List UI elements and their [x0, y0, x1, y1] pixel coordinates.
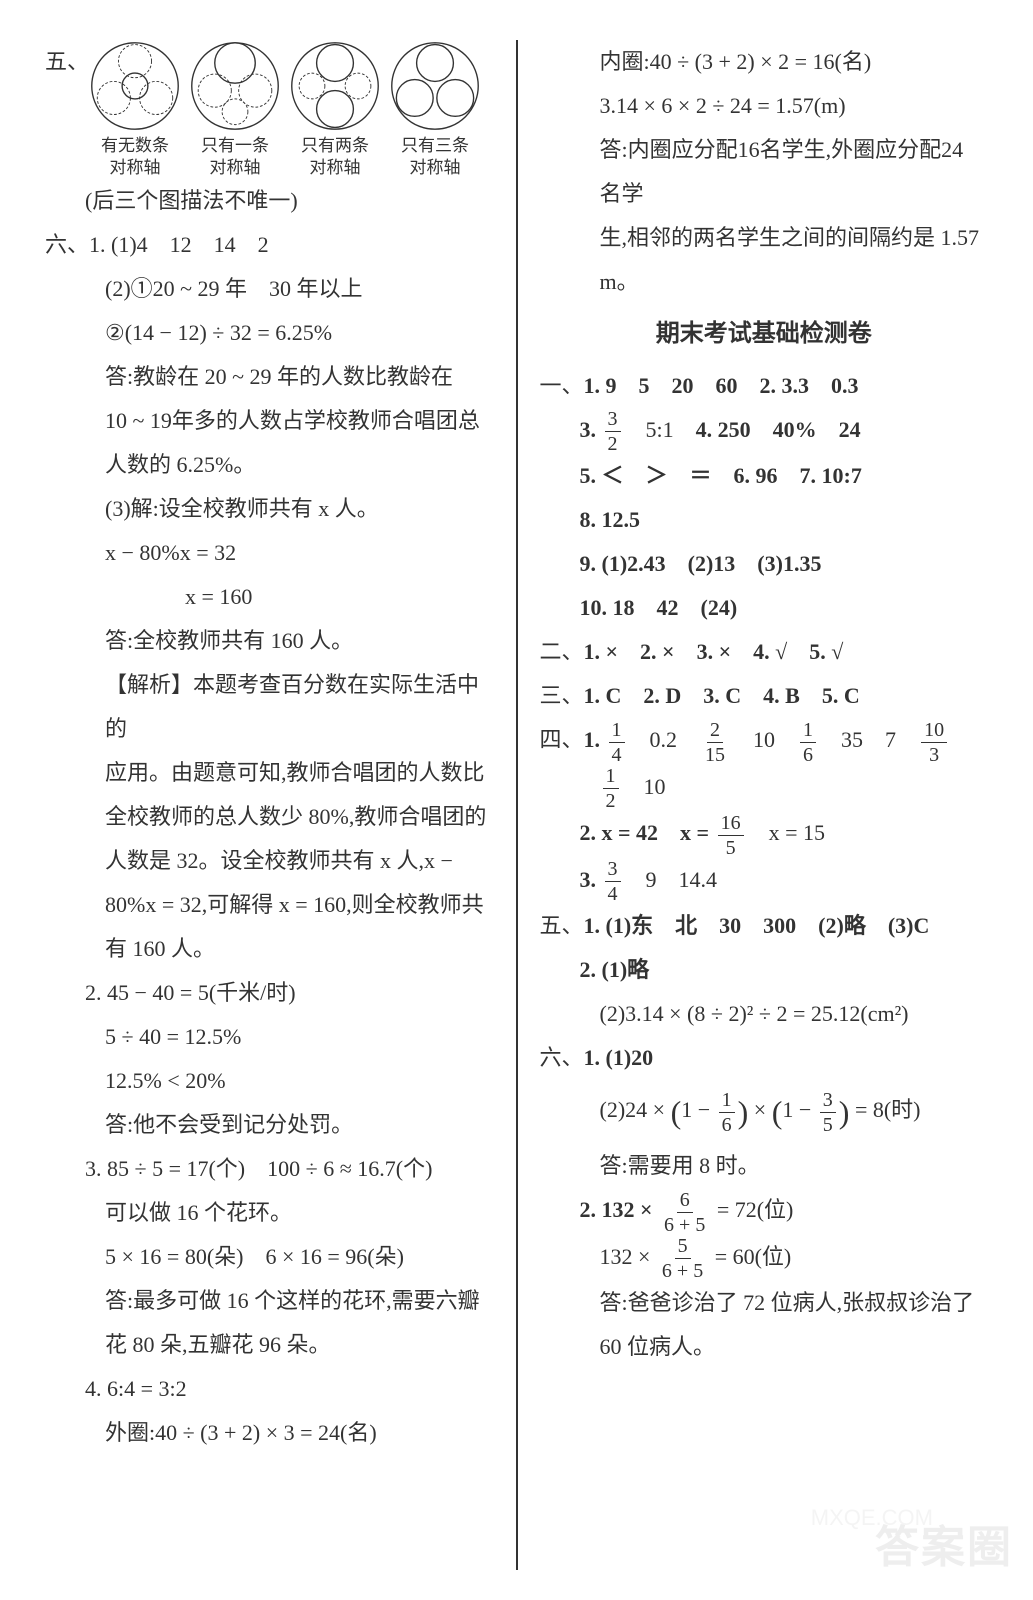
s1-l4: 8. 12.5 [540, 498, 989, 542]
six-1-exp2: 应用。由题意可知,教师合唱团的人数比 [45, 751, 494, 795]
s1-l5: 9. (1)2.43 (2)13 (3)1.35 [540, 542, 989, 586]
s6-l6: 答:爸爸诊治了 72 位病人,张叔叔诊治了 [540, 1281, 989, 1325]
s6-l1: 1. (1)20 [584, 1036, 654, 1080]
circle1-cap1: 有无数条 [101, 135, 169, 157]
six-1-exp6: 有 160 人。 [45, 927, 494, 971]
circle-figure-1: 有无数条 对称轴 [89, 40, 181, 179]
six-2-l3: 12.5% < 20% [45, 1059, 494, 1103]
s3-l1: 1. C 2. D 3. C 4. B 5. C [584, 674, 860, 718]
s5-l2: 2. (1)略 [540, 948, 989, 992]
six-1-p1: 1. (1)4 12 14 2 [89, 223, 269, 267]
circle4-cap1: 只有三条 [401, 135, 469, 157]
circle-svg-4 [389, 40, 481, 132]
six-1-eq2: x = 160 [45, 575, 494, 619]
circles-note: (后三个图描法不唯一) [45, 179, 494, 223]
circle-svg-3 [289, 40, 381, 132]
section-four: 四、 1. 14 0.2 215 10 16 35 7 103 [540, 718, 989, 764]
circle-diagrams: 有无数条 对称轴 只有一条 对称轴 [89, 40, 493, 179]
six-1-p3: ②(14 − 12) ÷ 32 = 6.25% [45, 311, 494, 355]
six-3-l5: 花 80 朵,五瓣花 96 朵。 [45, 1323, 494, 1367]
s1-l2b: 5:1 [624, 417, 696, 442]
circle2-cap2: 对称轴 [201, 157, 269, 179]
s6-l7: 60 位病人。 [540, 1325, 989, 1369]
section-three: 三、 1. C 2. D 3. C 4. B 5. C [540, 674, 989, 718]
s4-l2: 12 10 [540, 765, 989, 811]
six-3-l4: 答:最多可做 16 个这样的花环,需要六瓣 [45, 1279, 494, 1323]
six-1-p2: (2)①20 ~ 29 年 30 年以上 [45, 267, 494, 311]
six-2-l2: 5 ÷ 40 = 12.5% [45, 1015, 494, 1059]
six-1-p7: (3)解:设全校教师共有 x 人。 [45, 487, 494, 531]
circle1-cap2: 对称轴 [101, 157, 169, 179]
circle2-cap1: 只有一条 [201, 135, 269, 157]
circle-svg-1 [89, 40, 181, 132]
cont-l1: 内圈:40 ÷ (3 + 2) × 2 = 16(名) [540, 40, 989, 84]
six-1-p4: 答:教龄在 20 ~ 29 年的人数比教龄在 [45, 355, 494, 399]
s1-l2c: 4. 250 40% 24 [696, 417, 861, 442]
s6-l5: 132 × 56 + 5 = 60(位) [540, 1235, 989, 1281]
s6-l2: (2)24 × (1 − 16) × (1 − 35) = 8(时) [540, 1080, 989, 1144]
s1-l6: 10. 18 42 (24) [540, 586, 989, 630]
six-1-eq1: x − 80%x = 32 [45, 531, 494, 575]
circle3-cap1: 只有两条 [301, 135, 369, 157]
six-3-l3: 5 × 16 = 80(朵) 6 × 16 = 96(朵) [45, 1235, 494, 1279]
section-five-label: 五、 [45, 40, 89, 84]
six-1-exp5: 80%x = 32,可解得 x = 160,则全校教师共 [45, 883, 494, 927]
s4-l3: 2. x = 42 x = 165 x = 15 [540, 811, 989, 857]
section-two: 二、 1. × 2. × 3. × 4. √ 5. √ [540, 630, 989, 674]
s6-l3: 答:需要用 8 时。 [540, 1144, 989, 1188]
s5-label: 五、 [540, 904, 584, 948]
s1-l2a: 3. [580, 417, 602, 442]
left-column: 五、 有无数条 对称轴 [45, 40, 516, 1570]
section-six-r: 六、 1. (1)20 [540, 1036, 989, 1080]
circle-figure-2: 只有一条 对称轴 [189, 40, 281, 179]
s2-label: 二、 [540, 630, 584, 674]
s4-l4: 3. 34 9 14.4 [540, 858, 989, 904]
circle3-cap2: 对称轴 [301, 157, 369, 179]
six-3-l1: 3. 85 ÷ 5 = 17(个) 100 ÷ 6 ≈ 16.7(个) [45, 1147, 494, 1191]
six-2-l4: 答:他不会受到记分处罚。 [45, 1103, 494, 1147]
s1-label: 一、 [540, 364, 584, 408]
section-six-label: 六、 [45, 223, 89, 267]
six-1-exp4: 人数是 32。设全校教师共有 x 人,x − [45, 839, 494, 883]
s6-label: 六、 [540, 1036, 584, 1080]
section-one: 一、 1. 9 5 20 60 2. 3.3 0.3 [540, 364, 989, 408]
six-3-l2: 可以做 16 个花环。 [45, 1191, 494, 1235]
s4-l1: 1. 14 0.2 215 10 16 35 7 103 [584, 718, 951, 764]
s1-l3: 5. ＜ ＞ ＝ 6. 96 7. 10:7 [540, 454, 989, 498]
section-five: 五、 有无数条 对称轴 [45, 40, 494, 179]
s5-l3: (2)3.14 × (8 ÷ 2)² ÷ 2 = 25.12(cm²) [540, 992, 989, 1036]
s1-l2: 3. 32 5:1 4. 250 40% 24 [540, 408, 989, 454]
s1-l1b: 2. 3.3 0.3 [760, 373, 859, 398]
cont-l4: 生,相邻的两名学生之间的间隔约是 1.57 m。 [540, 216, 989, 304]
circle-figure-3: 只有两条 对称轴 [289, 40, 381, 179]
section-five-r: 五、 1. (1)东 北 30 300 (2)略 (3)C [540, 904, 989, 948]
six-4-l1: 4. 6:4 = 3:2 [45, 1367, 494, 1411]
s3-label: 三、 [540, 674, 584, 718]
cont-l3: 答:内圈应分配16名学生,外圈应分配24 名学 [540, 128, 989, 216]
s4-label: 四、 [540, 718, 584, 762]
s2-l1: 1. × 2. × 3. × 4. √ 5. √ [584, 630, 844, 674]
six-2-l1: 2. 45 − 40 = 5(千米/时) [45, 971, 494, 1015]
six-1-exp1: 【解析】本题考查百分数在实际生活中的 [45, 663, 494, 751]
cont-l2: 3.14 × 6 × 2 ÷ 24 = 1.57(m) [540, 84, 989, 128]
s5-l1: 1. (1)东 北 30 300 (2)略 (3)C [584, 904, 930, 948]
six-1-p5: 10 ~ 19年多的人数占学校教师合唱团总 [45, 399, 494, 443]
six-1-p8: 答:全校教师共有 160 人。 [45, 619, 494, 663]
s6-l4: 2. 132 × 66 + 5 = 72(位) [540, 1188, 989, 1234]
section-six: 六、 1. (1)4 12 14 2 [45, 223, 494, 267]
watermark-main: 答案圈 [875, 1504, 1013, 1592]
right-column: 内圈:40 ÷ (3 + 2) × 2 = 16(名) 3.14 × 6 × 2… [518, 40, 989, 1570]
circle4-cap2: 对称轴 [401, 157, 469, 179]
s1-l1a: 1. 9 5 20 60 [584, 373, 760, 398]
six-1-exp3: 全校教师的总人数少 80%,教师合唱团的 [45, 795, 494, 839]
circle-figure-4: 只有三条 对称轴 [389, 40, 481, 179]
six-4-l2: 外圈:40 ÷ (3 + 2) × 3 = 24(名) [45, 1411, 494, 1455]
circle-svg-2 [189, 40, 281, 132]
exam-title: 期末考试基础检测卷 [540, 310, 989, 358]
six-1-p6: 人数的 6.25%。 [45, 443, 494, 487]
